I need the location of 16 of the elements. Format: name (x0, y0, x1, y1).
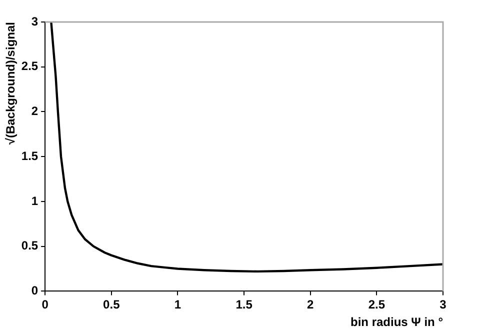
x-tick-label: 1.5 (236, 298, 253, 312)
x-tick-label: 2.5 (368, 298, 386, 312)
y-tick-label: 1.5 (21, 148, 38, 163)
x-tick-label: 0 (42, 298, 49, 312)
y-tick-label: 3 (31, 14, 38, 28)
y-tick-label: 0 (31, 284, 38, 298)
x-tick-label: 2 (307, 298, 314, 312)
x-tick-label: 3 (440, 298, 447, 312)
y-tick-label: 1 (31, 194, 38, 208)
y-tick-label: 2.5 (21, 59, 38, 74)
x-tick-label: 1 (174, 298, 182, 312)
y-tick-label: 2 (31, 104, 38, 118)
y-axis-title: √(Background)/signal (4, 22, 18, 145)
x-tick-label: 0.5 (103, 298, 120, 312)
x-axis-title: bin radius Ψ in ° (350, 315, 444, 330)
y-tick-label: 0.5 (21, 238, 38, 253)
